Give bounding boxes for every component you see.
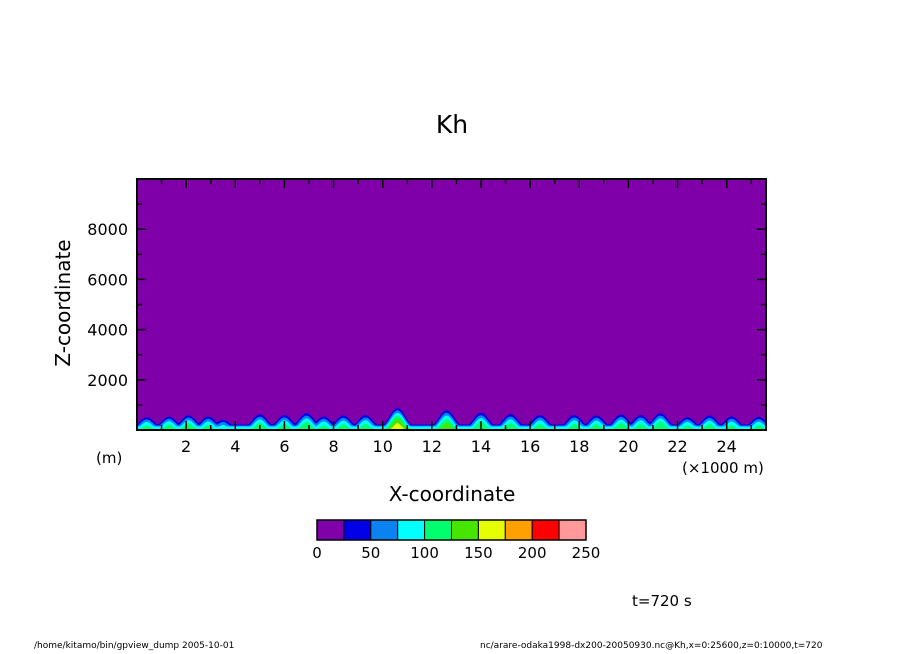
contour-band-100 (137, 415, 766, 430)
footer-data-source: nc/arare-odaka1998-dx200-20050930.nc@Kh,… (480, 641, 823, 651)
x-tick-label: 8 (328, 437, 338, 456)
colorbar-swatch (558, 519, 587, 541)
x-tick-label: 20 (618, 437, 638, 456)
footer-command-path: /home/kitamo/bin/gpview_dump 2005-10-01 (34, 641, 235, 651)
colorbar-swatch (370, 519, 399, 541)
y-axis: 2000 4000 6000 8000 (87, 203, 766, 406)
boundary-layer-turbulence (137, 408, 766, 430)
x-axis: 2 4 6 8 10 12 14 16 18 20 22 24 (160, 179, 753, 456)
contour-band-125 (137, 418, 766, 430)
colorbar-swatch (451, 519, 479, 541)
colorbar-swatch (477, 519, 506, 541)
time-label: t=720 s (632, 592, 692, 610)
x-tick-label: 6 (279, 437, 289, 456)
x-axis-label: X-coordinate (388, 482, 516, 506)
x-tick-label: 18 (569, 437, 589, 456)
y-tick-label: 2000 (87, 371, 128, 390)
x-tick-label: 14 (471, 437, 491, 456)
colorbar-swatch (397, 519, 426, 541)
colorbar-tick-label: 150 (464, 544, 493, 562)
y-tick-label: 6000 (87, 270, 128, 289)
x-axis-unit: (×1000 m) (682, 459, 764, 477)
colorbar-tick-label: 50 (361, 544, 380, 562)
x-tick-label: 22 (667, 437, 687, 456)
x-tick-label: 12 (422, 437, 442, 456)
y-axis-label: Z-coordinate (51, 239, 75, 367)
chart-title: Kh (435, 110, 469, 139)
colorbar-swatch (424, 519, 453, 541)
colorbar-tick-label: 200 (518, 544, 547, 562)
colorbar: 0 50 100 150 200 250 (312, 519, 601, 562)
colorbar-tick-label: 250 (572, 544, 601, 562)
colorbar-swatch (531, 519, 560, 541)
plot-area (136, 178, 767, 431)
contour-band-75 (137, 412, 766, 430)
x-tick-label: 4 (230, 437, 240, 456)
y-tick-label: 8000 (87, 220, 128, 239)
x-tick-label: 10 (373, 437, 393, 456)
y-axis-unit: (m) (96, 449, 123, 467)
colorbar-frame (316, 519, 587, 541)
field-background (137, 179, 766, 430)
colorbar-swatch (316, 519, 345, 541)
x-tick-label: 16 (520, 437, 540, 456)
colorbar-tick-label: 0 (312, 544, 322, 562)
x-tick-label: 2 (181, 437, 191, 456)
colorbar-swatch (343, 519, 372, 541)
y-tick-label: 4000 (87, 321, 128, 340)
colorbar-tick-label: 100 (410, 544, 439, 562)
x-tick-label: 24 (717, 437, 737, 456)
colorbar-swatch (504, 519, 533, 541)
